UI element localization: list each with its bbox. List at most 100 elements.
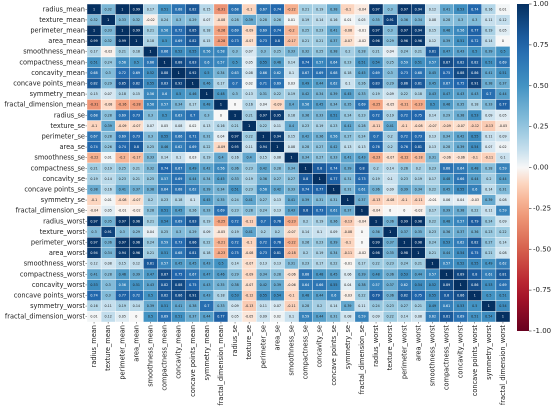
cell-value-label: 0.18 (147, 39, 154, 43)
cell-value-label: 0.57 (217, 60, 224, 64)
cell-value-label: 0.17 (90, 50, 97, 54)
cell-value-label: 0.12 (104, 315, 111, 319)
cell-value-label: 0.23 (485, 230, 492, 234)
cell-value-label: -0.04 (90, 209, 99, 213)
cell-value-label: 0.73 (133, 113, 140, 117)
cell-value-label: 1 (121, 29, 123, 33)
cell-value-label: 0.53 (90, 283, 97, 287)
cell-value-label: 0.33 (147, 156, 154, 160)
cell-value-label: 0.39 (274, 283, 281, 287)
cell-value-label: 0.91 (189, 294, 196, 298)
cell-value-label: 0.24 (147, 241, 154, 245)
cell-value-label: -0.07 (287, 230, 296, 234)
cell-value-label: 0.45 (344, 92, 351, 96)
cell-value-label: 0.28 (104, 113, 111, 117)
cell-value-label: 0.54 (485, 315, 492, 319)
cell-value-label: -0.03 (344, 294, 353, 298)
cell-value-label: 0.42 (302, 135, 309, 139)
cell-value-label: -0.31 (90, 103, 99, 107)
cell-value-label: 0.57 (457, 219, 464, 223)
cell-value-label: 0.37 (189, 315, 196, 319)
cell-value-label: -0.13 (372, 198, 381, 202)
cell-value-label: 0.2 (373, 166, 378, 170)
cell-value-label: 0.18 (203, 251, 210, 255)
cell-value-label: -0.12 (470, 124, 479, 128)
cell-value-label: 0.08 (415, 315, 422, 319)
cell-value-label: 0.88 (457, 71, 464, 75)
cell-value-label: 0.77 (217, 315, 224, 319)
cell-value-label: 0.36 (386, 294, 393, 298)
cell-value-label: 0.2 (388, 135, 393, 139)
cell-value-label: 0.33 (203, 209, 210, 213)
cell-value-label: 0.72 (231, 241, 238, 245)
cell-value-label: 0.2 (148, 198, 153, 202)
cell-value-label: 0.16 (217, 124, 224, 128)
cell-value-label: -0.08 (245, 251, 254, 255)
cell-value-label: 0.97 (401, 29, 408, 33)
cell-value-label: 0.26 (302, 241, 309, 245)
cell-value-label: 0.24 (485, 219, 492, 223)
cell-value-label: 0.82 (189, 7, 196, 11)
cell-value-label: -0.08 (386, 198, 395, 202)
cell-value-label: 0.99 (372, 241, 379, 245)
cell-value-label: 0.68 (90, 71, 97, 75)
column-label: concavity_mean (175, 325, 183, 379)
column-label: concave points_mean (189, 325, 197, 397)
column-label: compactness_worst (443, 325, 451, 390)
cell-value-label: 0.16 (90, 304, 97, 308)
cell-value-label: 0.48 (443, 219, 450, 223)
cell-value-label: -0.09 (217, 145, 226, 149)
row-label: symmetry_mean (30, 90, 85, 98)
cell-value-label: 0.54 (274, 294, 281, 298)
column-label: texture_worst (386, 325, 394, 371)
cell-value-label: -0.04 (358, 7, 367, 11)
cell-value-label: 0.45 (429, 71, 436, 75)
cell-value-label: -0.21 (217, 241, 226, 245)
cell-value-label: 0.66 (457, 177, 464, 181)
cell-value-label: 0.33 (485, 103, 492, 107)
cell-value-label: 0.34 (175, 103, 182, 107)
cell-value-label: 0.88 (175, 283, 182, 287)
cell-value-label: 0.29 (189, 230, 196, 234)
cell-value-label: 0.28 (245, 209, 252, 213)
cell-value-label: 0.69 (189, 145, 196, 149)
heatmap-cells: 1 0.32 1 0.99 0.17 0.51 0.68 0.82 0.15 -0.31 0.68-… (86, 3, 511, 323)
cell-value-label: 0.21 (133, 177, 140, 181)
cell-value-label: 0.22 (471, 209, 478, 213)
cell-value-label: 0.3 (176, 18, 181, 22)
cell-value-label: 1 (234, 113, 236, 117)
cell-value-label: 0.47 (443, 50, 450, 54)
cell-value-label: 0.54 (499, 304, 506, 308)
cell-value-label: 0.43 (358, 156, 365, 160)
cell-value-label: 0.54 (372, 60, 379, 64)
cell-value-label: 0.75 (471, 251, 478, 255)
cell-value-label: 0.57 (429, 60, 436, 64)
cell-value-label: 0.38 (90, 188, 97, 192)
cell-value-label: 0.09 (386, 92, 393, 96)
cell-value-label: 0.14 (133, 304, 140, 308)
cell-value-label: 0.3 (148, 135, 153, 139)
cell-value-label: 0.51 (231, 188, 238, 192)
cell-value-label: -0.13 (485, 124, 494, 128)
cell-value-label: 0.15 (133, 92, 140, 96)
cell-value-label: 0.3 (388, 29, 393, 33)
cell-value-label: 0.22 (401, 92, 408, 96)
cell-value-label: 0.72 (119, 71, 126, 75)
cell-value-label: 0.51 (161, 304, 168, 308)
cell-value-label: 0.48 (217, 92, 224, 96)
cell-value-label: 0.48 (316, 272, 323, 276)
cell-value-label: 0.15 (260, 156, 267, 160)
cell-value-label: 0.51 (175, 315, 182, 319)
cell-value-label: -0.28 (132, 103, 141, 107)
cell-value-label: -0.08 (217, 18, 226, 22)
column-label: symmetry_se (344, 325, 352, 369)
column-label: smoothness_se (287, 325, 295, 376)
cell-value-label: 0.72 (133, 294, 140, 298)
cell-value-label: 0.28 (231, 18, 238, 22)
cell-value-label: 0.28 (104, 135, 111, 139)
column-label: concavity_se (316, 325, 324, 368)
row-label: symmetry_se (41, 196, 85, 204)
cell-value-label: 0.19 (203, 219, 210, 223)
cell-value-label: 0.91 (104, 230, 111, 234)
row-label: area_worst (49, 249, 86, 257)
